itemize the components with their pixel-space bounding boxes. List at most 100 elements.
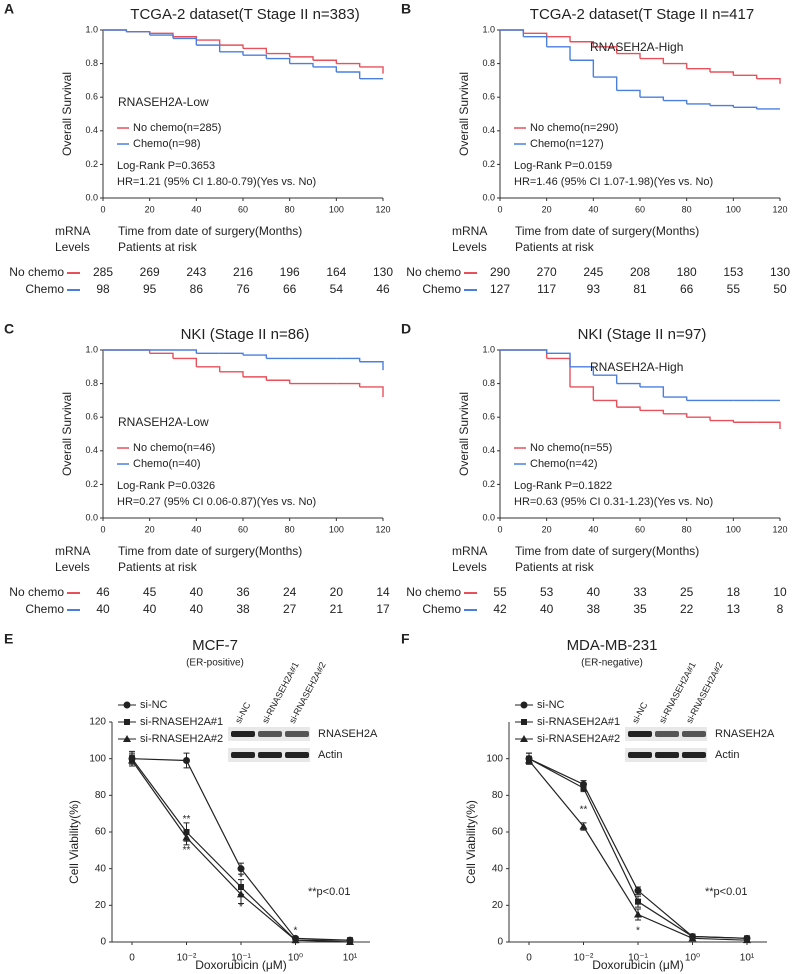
y-tick-label: 0.0	[85, 192, 98, 202]
logrank: Log-Rank P=0.0326	[117, 480, 215, 492]
data-point	[182, 833, 191, 841]
survival-step	[593, 399, 618, 408]
risk-count: 27	[283, 602, 297, 616]
survival-step	[523, 349, 548, 359]
survival-step	[196, 39, 221, 46]
x-tick-label: 60	[635, 524, 645, 534]
legend-label: si-NC	[140, 699, 168, 711]
legend-label: Chemo(n=98)	[133, 138, 201, 150]
blot-band	[231, 731, 255, 737]
risk-count: 13	[727, 602, 741, 616]
x-tick-label: 0	[497, 524, 502, 534]
risk-count: 40	[540, 602, 554, 616]
survival-step	[570, 59, 595, 78]
hazard-ratio: HR=1.46 (95% CI 1.07-1.98)(Yes vs. No)	[514, 176, 713, 188]
risk-header: Patients at risk	[118, 240, 198, 254]
y-tick-label: 0.2	[482, 479, 495, 489]
data-point	[183, 757, 190, 764]
panel-letter: A	[4, 1, 14, 17]
y-tick-label: 0.0	[85, 512, 98, 522]
survival-step	[243, 47, 268, 54]
legend-label: si-RNASEH2A#1	[537, 716, 620, 728]
legend-marker	[520, 701, 528, 709]
survival-step	[219, 352, 244, 356]
data-point	[237, 865, 245, 873]
y-tick-label: 100	[486, 753, 503, 764]
y-tick-label: 1.0	[482, 24, 495, 34]
y-tick-label: 40	[95, 863, 107, 874]
survival-step	[173, 37, 198, 46]
y-axis-label: Cell Viability(%)	[67, 800, 81, 884]
x-tick-label: 40	[191, 524, 201, 534]
survival-step	[546, 357, 571, 387]
risk-count: 270	[537, 265, 557, 279]
subgroup-label: RNASEH2A-High	[590, 360, 683, 374]
risk-count: 42	[493, 602, 507, 616]
y-tick-label: 0.2	[85, 159, 98, 169]
y-tick-label: 0.2	[482, 159, 495, 169]
x-tick-label: 10⁻²	[574, 953, 594, 964]
y-tick-label: 100	[89, 753, 106, 764]
risk-count: 243	[186, 265, 206, 279]
x-tick-label: 80	[682, 524, 692, 534]
x-tick-label: 10¹	[343, 953, 358, 964]
legend-label: si-NC	[537, 699, 565, 711]
x-tick-label: 0	[100, 524, 105, 534]
blot-band	[682, 731, 706, 737]
risk-count: 153	[723, 265, 743, 279]
data-point	[525, 756, 533, 764]
x-tick-label: 80	[285, 204, 295, 214]
survival-step	[266, 379, 291, 384]
risk-count: 24	[283, 585, 297, 599]
x-axis-label: Time from date of surgery(Months)	[118, 544, 302, 558]
significance: *	[636, 926, 640, 937]
risk-header: Patients at risk	[515, 240, 595, 254]
legend-label: si-RNASEH2A#1	[140, 716, 223, 728]
data-point	[634, 910, 642, 918]
data-point	[237, 890, 245, 898]
band-label: RNASEH2A	[715, 728, 775, 740]
survival-step	[289, 56, 314, 61]
risk-count: 45	[143, 585, 157, 599]
legend-label: No chemo(n=285)	[133, 122, 221, 134]
risk-count: 196	[280, 265, 300, 279]
y-tick-label: 0	[100, 937, 106, 948]
survival-step	[289, 62, 314, 67]
significance: *	[239, 902, 243, 913]
y-tick-label: 1.0	[85, 24, 98, 34]
x-tick-label: 10⁻²	[177, 953, 197, 964]
survival-step	[196, 44, 221, 52]
risk-header: mRNA	[55, 224, 90, 238]
y-tick-label: 0.6	[482, 412, 495, 422]
p-note: **p<0.01	[705, 886, 748, 898]
logrank: Log-Rank P=0.0159	[514, 160, 612, 172]
subgroup-label: RNASEH2A-Low	[118, 415, 209, 429]
survival-step	[219, 51, 244, 56]
survival-step	[546, 36, 571, 42]
legend-label: si-RNASEH2A#2	[140, 733, 223, 745]
legend-label: si-RNASEH2A#2	[537, 733, 620, 745]
legend-marker	[123, 735, 131, 742]
risk-count: 216	[233, 265, 253, 279]
risk-header: Patients at risk	[515, 560, 595, 574]
survival-step	[663, 99, 688, 104]
survival-step	[733, 74, 758, 79]
survival-step	[359, 361, 384, 371]
legend-marker	[520, 735, 528, 742]
chart-title: TCGA-2 dataset(T Stage II n=417	[530, 6, 754, 23]
survival-step	[616, 89, 641, 98]
survival-step	[219, 371, 244, 377]
x-tick-label: 0	[526, 953, 532, 964]
data-point	[580, 785, 587, 791]
survival-step	[313, 66, 338, 72]
survival-step	[570, 366, 595, 376]
y-tick-label: 0.8	[85, 378, 98, 388]
chart-title: TCGA-2 dataset(T Stage II n=383)	[130, 6, 359, 23]
legend-label: Chemo(n=40)	[133, 458, 201, 470]
x-tick-label: 100	[329, 204, 344, 214]
risk-count: 180	[677, 265, 697, 279]
y-tick-label: 0.8	[482, 378, 495, 388]
risk-count: 10	[773, 585, 787, 599]
risk-count: 33	[633, 585, 647, 599]
